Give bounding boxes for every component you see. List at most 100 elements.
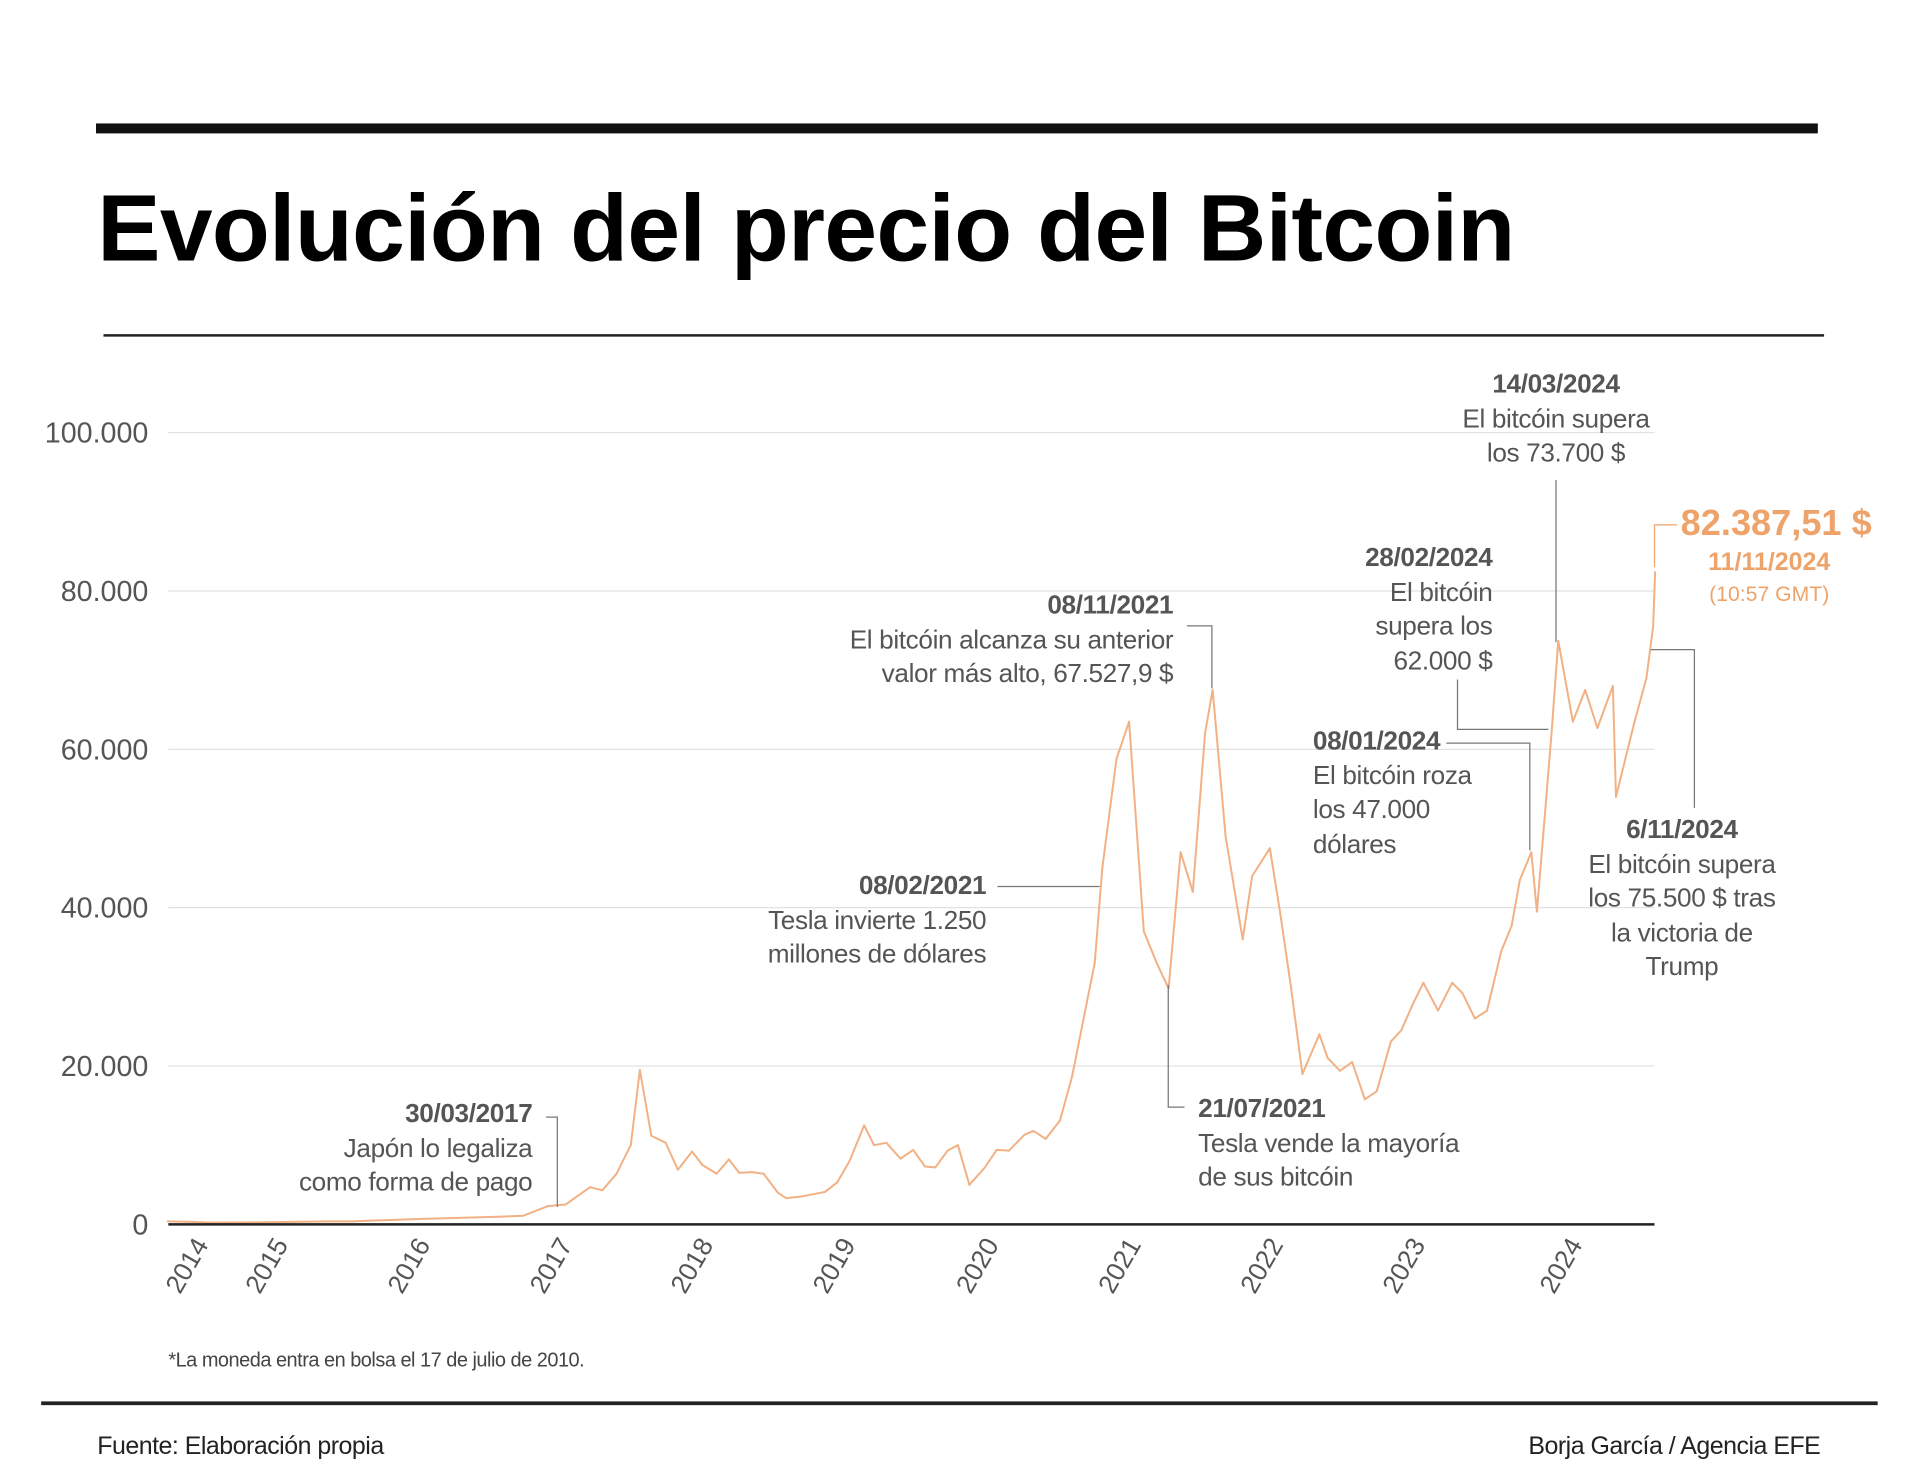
- price-point: [1084, 1009, 1087, 1012]
- price-point: [995, 1148, 998, 1151]
- annotation-date: 28/02/2024: [1365, 543, 1493, 573]
- annotation-text: El bitcóin supera: [1462, 404, 1650, 434]
- price-point: [691, 1150, 694, 1153]
- price-point: [1500, 950, 1503, 953]
- annotation-text: 62.000 $: [1393, 646, 1493, 676]
- price-point: [417, 1218, 420, 1221]
- footnote: *La moneda entra en bolsa el 17 de julio…: [168, 1350, 585, 1372]
- price-point: [1363, 1098, 1366, 1101]
- annotation-leader-line: [1653, 524, 1677, 568]
- price-point: [1461, 992, 1464, 995]
- price-point: [650, 1134, 653, 1137]
- price-point: [1032, 1129, 1035, 1132]
- footer-divider: [41, 1401, 1878, 1406]
- price-point: [615, 1172, 618, 1175]
- price-point: [946, 1149, 949, 1152]
- annotation-text: El bitcóin supera: [1588, 849, 1776, 879]
- price-point: [899, 1157, 902, 1160]
- price-point: [522, 1214, 525, 1217]
- price-point: [1179, 851, 1182, 854]
- price-point: [738, 1171, 741, 1174]
- price-point: [1535, 910, 1538, 913]
- price-point: [1142, 930, 1145, 933]
- price-point: [1652, 625, 1655, 628]
- annotation-leader-line: [546, 1116, 558, 1207]
- price-point: [1115, 757, 1118, 760]
- price-point: [1584, 688, 1587, 691]
- price-point: [750, 1171, 753, 1174]
- price-point: [762, 1172, 765, 1175]
- annotation-date: 14/03/2024: [1492, 370, 1620, 399]
- price-point: [776, 1191, 779, 1194]
- annotation-leader-line: [1456, 679, 1549, 731]
- annotation-text: de sus bitcóin: [1198, 1163, 1354, 1192]
- annotation-text: Trump: [1645, 952, 1719, 982]
- x-tick-label: 2015: [239, 1233, 294, 1298]
- price-point: [885, 1141, 888, 1144]
- price-point: [1375, 1090, 1378, 1093]
- last-price-label: 82.387,51 $: [1680, 503, 1872, 544]
- annotation-text: los 47.000: [1312, 795, 1430, 825]
- price-point: [934, 1166, 937, 1169]
- price-point: [564, 1203, 567, 1206]
- price-point: [1093, 962, 1096, 965]
- price-point: [1473, 1017, 1476, 1020]
- page-title: Evolución del precio del Bitcoin: [97, 175, 1515, 282]
- annotation: 14/03/2024 El bitcóin supera los 73.700 $: [1369, 368, 1743, 471]
- price-point: [924, 1165, 927, 1168]
- price-point: [848, 1160, 851, 1163]
- x-tick-label: 2016: [381, 1233, 436, 1298]
- x-tick-label: 2020: [950, 1233, 1005, 1298]
- price-point: [968, 1183, 971, 1186]
- price-point: [1486, 1009, 1489, 1012]
- price-point: [1654, 571, 1657, 574]
- price-point: [1451, 981, 1454, 984]
- price-point: [1338, 1069, 1341, 1072]
- price-point: [1071, 1075, 1074, 1078]
- annotation-date: 6/11/2024: [1626, 815, 1738, 845]
- x-tick-label: 2024: [1533, 1233, 1588, 1298]
- price-point: [166, 1220, 169, 1223]
- annotation-text: El bitcóin alcanza su anterior: [849, 625, 1174, 654]
- price-point: [1101, 867, 1104, 870]
- price-point: [824, 1190, 826, 1193]
- price-point: [1389, 1040, 1392, 1043]
- price-point: [873, 1144, 876, 1147]
- price-point: [546, 1205, 549, 1208]
- price-point: [1550, 732, 1553, 735]
- price-point: [1191, 890, 1194, 893]
- annotation-text: dólares: [1312, 829, 1397, 859]
- price-point: [1614, 795, 1617, 798]
- top-bar: [96, 123, 1818, 134]
- title-divider: [103, 334, 1825, 337]
- price-point: [1058, 1119, 1061, 1122]
- annotation: 28/02/2024 El bitcóin supera los 62.000 $: [1365, 541, 1493, 678]
- price-point: [1251, 875, 1254, 877]
- price-point: [785, 1197, 788, 1200]
- price-point: [589, 1186, 592, 1189]
- annotation-leader-line: [1167, 984, 1185, 1108]
- price-point: [727, 1158, 730, 1161]
- price-point: [1044, 1137, 1047, 1140]
- price-point: [676, 1168, 679, 1171]
- price-point: [811, 1193, 814, 1196]
- price-point: [191, 1220, 194, 1223]
- price-point: [1437, 1009, 1440, 1012]
- x-tick-label: 2019: [806, 1233, 861, 1298]
- price-point: [1571, 720, 1574, 723]
- price-point: [1224, 835, 1227, 838]
- price-point: [1211, 688, 1214, 691]
- annotation: 21/07/2021 Tesla vende la mayoría de sus b…: [1198, 1092, 1459, 1195]
- annotation-text: Tesla invierte 1.250: [768, 905, 987, 935]
- price-point: [1326, 1057, 1329, 1060]
- annotation: 08/02/2021 Tesla invierte 1.250 millones d…: [768, 869, 987, 972]
- price-point: [1318, 1033, 1321, 1036]
- price-point: [1301, 1072, 1304, 1075]
- x-tick-label: 2014: [159, 1233, 214, 1298]
- price-point: [1279, 914, 1282, 917]
- annotation-text: valor más alto, 67.527,9 $: [881, 659, 1174, 689]
- price-point: [1155, 962, 1158, 965]
- credit-label: Borja García / Agencia EFE: [1528, 1432, 1821, 1461]
- annotation-text: El bitcóin: [1389, 577, 1493, 607]
